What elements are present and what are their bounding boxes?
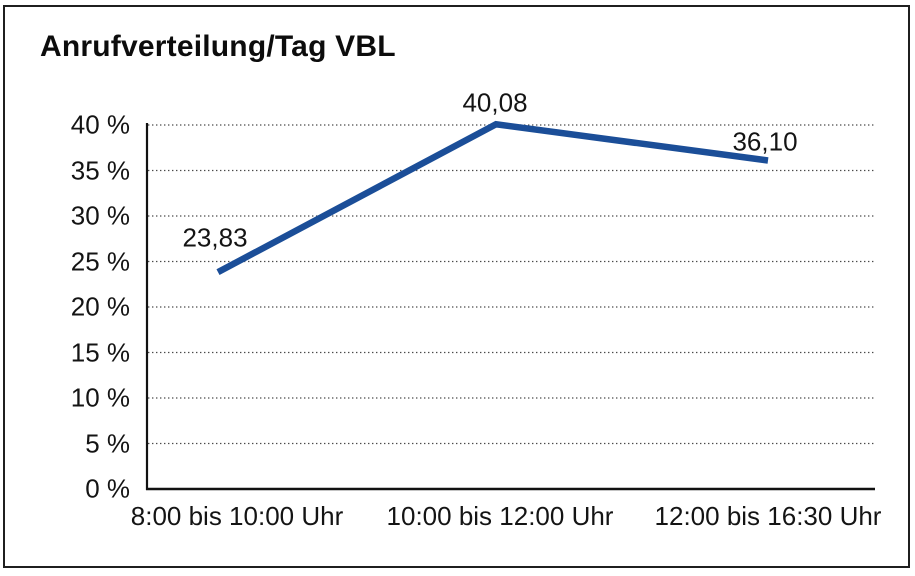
x-axis-category-label: 12:00 bis 16:30 Uhr <box>654 501 882 531</box>
y-axis-tick-label: 5 % <box>85 428 130 458</box>
y-axis-tick-label: 30 % <box>70 200 130 231</box>
y-axis-tick-label: 15 % <box>70 337 130 367</box>
x-axis-category-label: 8:00 bis 10:00 Uhr <box>130 501 344 531</box>
data-point-label: 23,83 <box>182 222 248 253</box>
x-axis-category-label: 10:00 bis 12:00 Uhr <box>386 501 614 531</box>
data-point-label: 36,10 <box>732 126 798 157</box>
y-axis-tick-label: 35 % <box>70 155 130 185</box>
y-axis-tick-label: 40 % <box>70 109 130 140</box>
y-axis-tick-label: 25 % <box>70 246 130 276</box>
chart-frame <box>3 5 910 568</box>
data-point-label: 40,08 <box>462 87 528 118</box>
y-axis-tick-label: 10 % <box>70 382 130 413</box>
y-axis-tick-label: 0 % <box>85 473 130 504</box>
y-axis-tick-label: 20 % <box>70 291 130 322</box>
chart-title: Anrufverteilung/Tag VBL <box>40 30 396 63</box>
gridlines-group <box>148 124 874 445</box>
data-line <box>216 120 769 276</box>
